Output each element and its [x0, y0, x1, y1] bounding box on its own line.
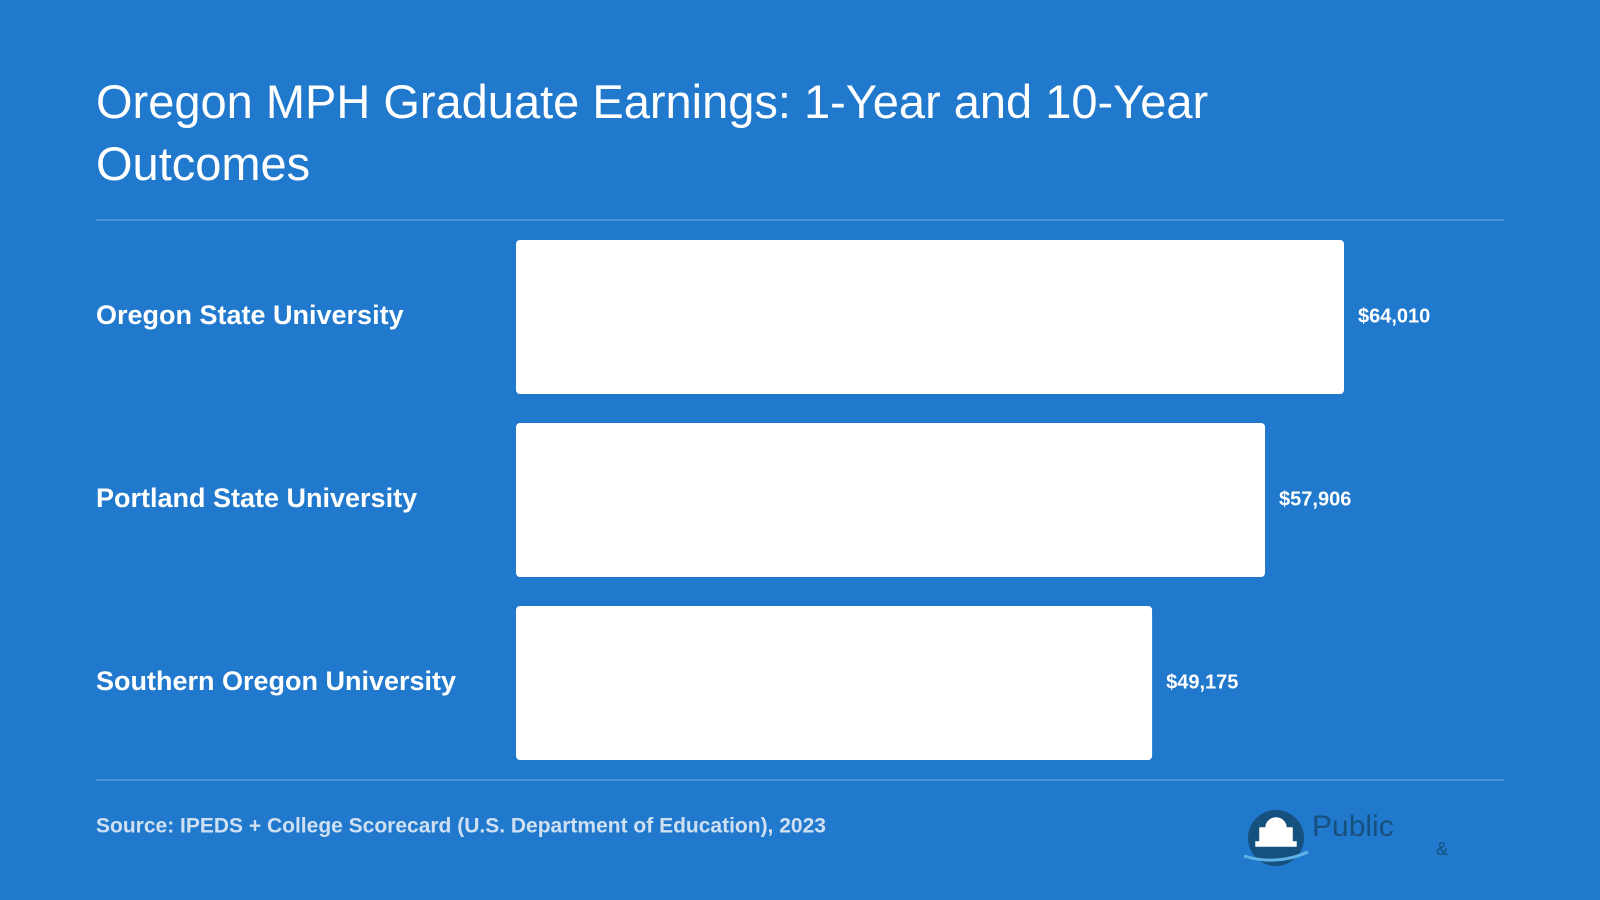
- logo: Public &: [1243, 810, 1448, 866]
- value-label: $64,010: [1358, 305, 1430, 327]
- bar: [516, 240, 1344, 394]
- bar: [516, 423, 1266, 577]
- category-label: Portland State University: [96, 483, 417, 513]
- category-label: Southern Oregon University: [96, 666, 456, 696]
- logo-dome: [1255, 817, 1297, 847]
- logo-text: Public: [1312, 810, 1394, 843]
- category-label: Oregon State University: [96, 300, 404, 330]
- bar: [516, 606, 1153, 760]
- value-label: $49,175: [1166, 671, 1238, 693]
- chart-title-line-1: Oregon MPH Graduate Earnings: 1-Year and…: [96, 75, 1208, 190]
- source-note: Source: IPEDS + College Scorecard (U.S. …: [96, 815, 826, 838]
- logo-ampersand: &: [1436, 839, 1448, 859]
- value-label: $57,906: [1279, 488, 1351, 510]
- logo-wave: [1243, 850, 1309, 862]
